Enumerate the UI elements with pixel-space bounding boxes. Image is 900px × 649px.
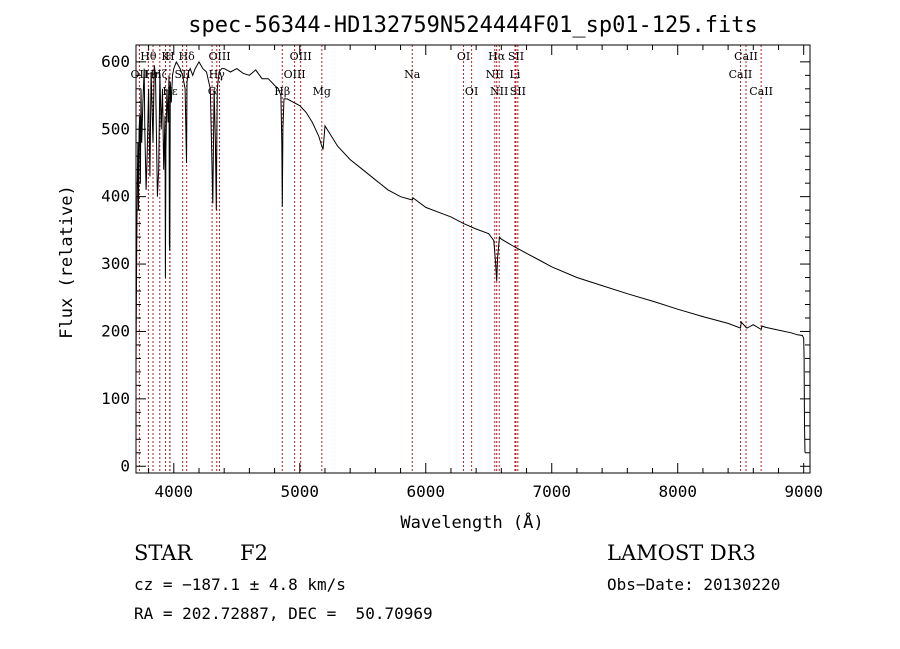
line-label: SII [174,68,190,81]
line-label: CaII [734,50,758,63]
line-label: OII [131,68,149,81]
line-label: Hγ [209,68,226,81]
y-axis-label: Flux (relative) [57,185,77,339]
object-class: STAR [134,541,193,565]
line-label: Hδ [179,50,196,63]
line-label: Hε [162,85,178,98]
line-label: CaII [749,85,773,98]
y-tick-label: 0 [120,456,130,475]
y-tick-label: 200 [101,321,130,340]
x-tick-label: 4000 [155,482,194,501]
spectrum-chart: spec-56344-HD132759N524444F01_sp01-125.f… [57,13,823,533]
redshift-velocity: cz = −187.1 ± 4.8 km/s [134,575,346,594]
line-label: NII [490,85,508,98]
line-label: K [161,50,170,63]
x-tick-label: 7000 [532,482,571,501]
x-tick-label: 9000 [784,482,823,501]
plot-axes [135,44,811,474]
line-label: Hβ [274,85,290,98]
line-label: Hθ [140,50,157,63]
y-tick-label: 300 [101,254,130,273]
line-label: Li [510,68,521,81]
subclass: F2 [240,541,268,565]
y-tick-label: 400 [101,187,130,206]
line-label: Hα [488,50,506,63]
plot-frame [135,44,811,474]
chart-title: spec-56344-HD132759N524444F01_sp01-125.f… [188,13,758,38]
line-label: Hη [145,68,161,81]
observation-date: Obs−Date: 20130220 [607,575,781,594]
line-label: OI [457,50,470,63]
line-label: CaII [729,68,753,81]
spectrum-series-line [135,60,806,453]
line-label: SII [508,50,524,63]
line-label: NII [486,68,504,81]
y-tick-label: 100 [101,389,130,408]
x-axis-ticks: 4000 5000 6000 7000 8000 9000 [148,45,823,501]
coordinates: RA = 202.72887, DEC = 50.70969 [134,604,433,623]
y-tick-label: 600 [101,52,130,71]
line-label: OIII [290,50,312,63]
x-tick-label: 8000 [658,482,697,501]
line-label: Mg [313,85,331,98]
y-tick-label: 500 [101,119,130,138]
line-label: OIII [284,68,306,81]
x-tick-label: 5000 [281,482,320,501]
line-label: H [165,50,175,63]
survey-name: LAMOST DR3 [607,541,756,565]
x-tick-label: 6000 [406,482,445,501]
x-axis-label: Wavelength (Å) [400,511,543,533]
line-label: Na [404,68,421,81]
y-axis-ticks: 0 100 200 300 400 500 600 [101,52,810,475]
line-label: SII [510,85,526,98]
spectral-line-markers [138,45,762,473]
line-label: G [208,85,217,98]
line-label: Hζ [152,68,168,81]
line-label: OIII [208,50,230,63]
line-label: OI [465,85,478,98]
